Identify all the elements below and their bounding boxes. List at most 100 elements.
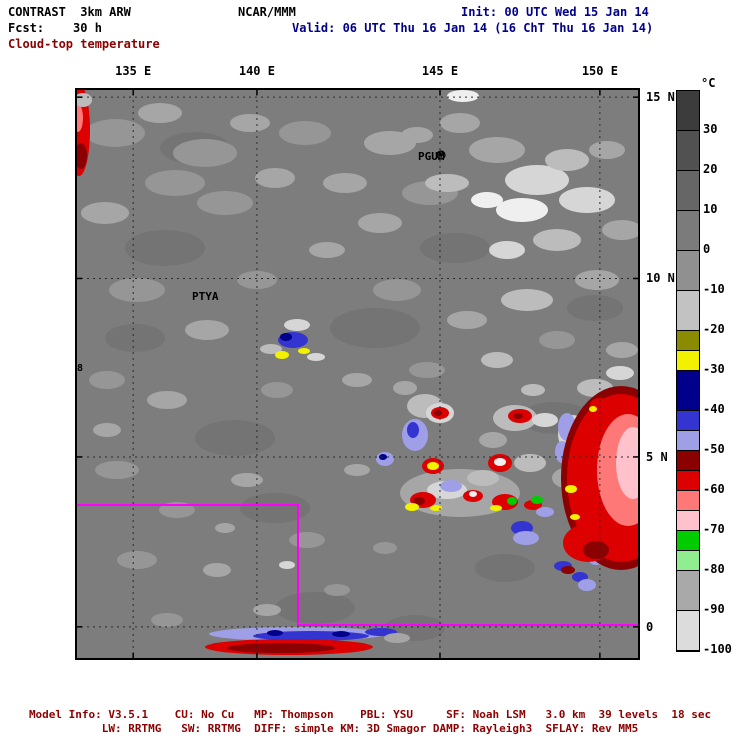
cloud-region <box>469 491 477 497</box>
cloud-region <box>507 497 517 505</box>
y-axis-label: 10 N <box>646 271 675 286</box>
footer-model-info-line1: Model Info: V3.5.1 CU: No Cu MP: Thompso… <box>28 708 712 721</box>
cloud-region <box>373 279 421 301</box>
valid-time-label: Valid: 06 UTC Thu 16 Jan 14 (16 ChT Thu … <box>292 21 654 35</box>
map-canvas: PGUM PTYA 8 <box>68 84 681 660</box>
cloud-region <box>275 592 355 624</box>
cloud-region <box>109 278 165 302</box>
cloud-region <box>561 566 575 574</box>
cloud-region <box>447 90 479 102</box>
cloud-region <box>514 454 546 472</box>
colorbar-tick-label: -60 <box>703 482 725 496</box>
colorbar-segment <box>677 511 699 531</box>
cloud-region <box>275 351 289 359</box>
cloud-region <box>342 373 372 387</box>
org-label: NCAR/MMM <box>238 5 296 19</box>
footer-model-info-line2: LW: RRTMG SW: RRTMG DIFF: simple KM: 3D … <box>101 722 639 735</box>
cloud-region <box>440 113 480 133</box>
cloud-region <box>489 241 525 259</box>
colorbar-tick-label: 0 <box>703 242 711 256</box>
colorbar-segment <box>677 451 699 471</box>
cloud-region <box>440 480 462 492</box>
cloud-region <box>565 485 577 493</box>
cloud-region <box>240 493 310 523</box>
colorbar <box>676 90 700 652</box>
cloud-region <box>521 384 545 396</box>
cloud-region <box>606 366 634 380</box>
colorbar-tick-label: -100 <box>703 642 732 656</box>
station-label: PTYA <box>192 290 219 303</box>
x-axis-label: 150 E <box>581 64 618 78</box>
cloud-region <box>589 406 597 412</box>
cloud-region <box>490 505 502 511</box>
cloud-region <box>434 410 442 416</box>
cloud-region <box>475 554 535 582</box>
cloud-region <box>255 168 295 188</box>
colorbar-segment <box>677 471 699 491</box>
cloud-region <box>147 391 187 409</box>
colorbar-tick-label: -30 <box>703 362 725 376</box>
cloud-region <box>323 173 367 193</box>
cloud-region <box>307 353 325 361</box>
cloud-region <box>81 202 129 224</box>
station-label: PGUM <box>418 150 445 163</box>
cloud-region <box>413 497 425 505</box>
cloud-region <box>401 127 433 143</box>
colorbar-segment <box>677 211 699 251</box>
colorbar-segment <box>677 251 699 291</box>
cloud-region <box>405 503 419 511</box>
cloud-region <box>280 333 292 341</box>
cloud-region <box>494 458 506 466</box>
cloud-region <box>583 541 609 559</box>
cloud-region <box>253 604 281 616</box>
cloud-region <box>533 229 581 251</box>
colorbar-segment <box>677 171 699 211</box>
cloud-region <box>531 496 543 504</box>
cloud-region <box>93 423 121 437</box>
colorbar-segment <box>677 531 699 551</box>
domain-boundary-line <box>75 504 640 626</box>
cloud-region <box>513 413 523 419</box>
cloud-region <box>230 114 270 132</box>
cloud-region <box>279 561 295 569</box>
cloud-region <box>606 342 638 358</box>
cloud-region <box>481 352 513 368</box>
cloud-region <box>267 630 283 636</box>
colorbar-segment <box>677 431 699 451</box>
cloud-region <box>227 643 335 653</box>
y-axis-label: 0 <box>646 619 654 634</box>
product-title: Cloud-top temperature <box>8 37 160 51</box>
colorbar-tick-label: -20 <box>703 322 725 336</box>
map-border <box>75 88 640 660</box>
colorbar-tick-label: -90 <box>703 602 725 616</box>
x-axis-label: 135 E <box>115 64 152 78</box>
cloud-region <box>138 103 182 123</box>
colorbar-tick-label: -70 <box>703 522 725 536</box>
y-axis-label: 15 N <box>646 90 675 105</box>
cloud-region <box>427 462 439 470</box>
colorbar-segment <box>677 291 699 331</box>
cloud-region <box>539 331 575 349</box>
colorbar-tick-label: -40 <box>703 402 725 416</box>
cloud-region <box>75 143 87 169</box>
cloud-region <box>545 149 589 171</box>
colorbar-segment <box>677 611 699 651</box>
cloud-region <box>358 213 402 233</box>
model-name-label: CONTRAST 3km ARW <box>8 5 131 19</box>
cloud-region <box>578 579 596 591</box>
cloud-region <box>589 141 625 159</box>
edge-glyph: 8 <box>77 363 83 374</box>
cloud-region <box>373 542 397 554</box>
cloud-region <box>173 139 237 167</box>
colorbar-tick-label: 30 <box>703 122 718 136</box>
colorbar-segment <box>677 571 699 611</box>
cloud-region <box>420 233 490 263</box>
cloud-region <box>203 563 231 577</box>
x-axis-labels: 135 E 140 E 145 E 150 E <box>75 64 640 80</box>
cloud-region <box>425 174 469 192</box>
y-axis-labels: 15 N 10 N 5 N 0 <box>646 88 686 660</box>
init-time-label: Init: 00 UTC Wed 15 Jan 14 <box>461 5 649 19</box>
cloud-region <box>279 121 331 145</box>
y-axis-label: 5 N <box>646 449 668 464</box>
colorbar-segment <box>677 91 699 131</box>
